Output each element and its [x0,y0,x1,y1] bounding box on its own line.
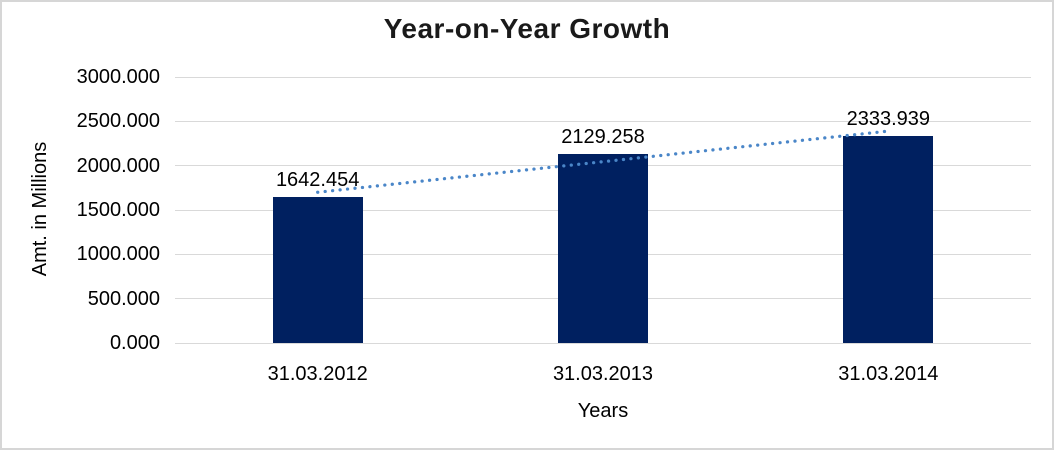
x-tick-label: 31.03.2014 [838,363,939,385]
bar-value-label: 1642.454 [275,169,360,192]
y-tick-label: 1500.000 [76,199,160,221]
y-tick-label: 500.000 [87,287,160,310]
gridline [175,120,1031,122]
bar [558,154,648,343]
y-tick-label: 2500.000 [76,110,160,133]
bar [272,197,363,343]
bar-value-label: 2333.939 [846,108,931,131]
gridline [175,76,1031,78]
bar-value-label: 2129.258 [561,126,645,149]
x-tick-label: 31.03.2013 [552,363,654,385]
gridline [175,342,1031,344]
chart-title: Year-on-Year Growth [383,13,671,44]
bar [843,136,934,343]
y-tick-label: 2000.000 [76,154,160,177]
y-tick-label: 0.000 [109,332,160,354]
x-tick-label: 31.03.2012 [267,363,368,385]
x-axis-title: Years [577,400,629,422]
y-tick-label: 3000.000 [76,66,160,88]
y-tick-label: 1000.000 [76,243,160,266]
